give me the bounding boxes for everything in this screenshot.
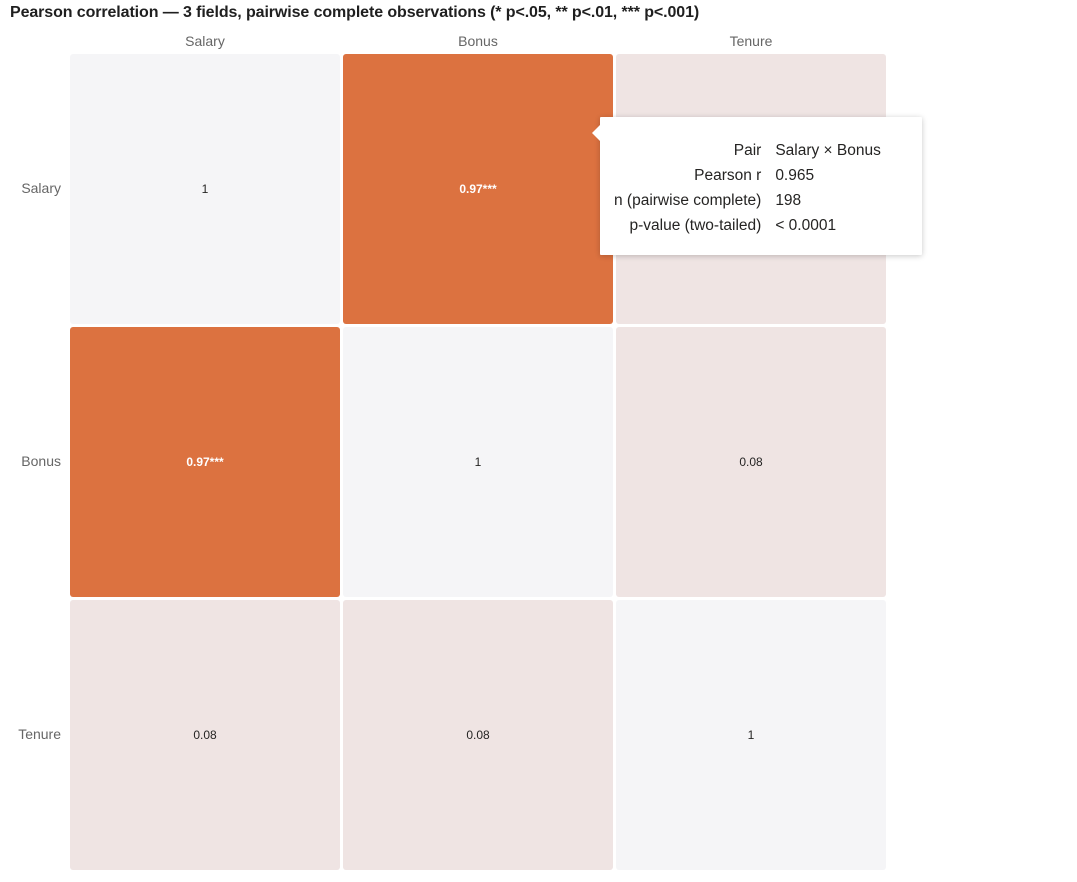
tooltip-value: 198 xyxy=(775,192,802,209)
heatmap-cell-salary-bonus[interactable]: 0.97*** xyxy=(343,54,613,324)
tooltip-value: 0.965 xyxy=(775,167,815,184)
cell-value-label: 0.08 xyxy=(466,728,490,742)
cell-value-label: 0.08 xyxy=(739,455,763,469)
tooltip-row-pair: Pair Salary × Bonus xyxy=(614,138,881,163)
row-label-salary: Salary xyxy=(21,180,61,196)
cell-value-label: 1 xyxy=(201,182,209,196)
tooltip-row-pearson-r: Pearson r 0.965 xyxy=(614,163,881,188)
tooltip-key: n (pairwise complete) xyxy=(614,192,762,209)
heatmap-cell-bonus-tenure[interactable]: 0.08 xyxy=(616,327,886,597)
cell-value-label: 1 xyxy=(747,728,755,742)
heatmap-cell-bonus-bonus[interactable]: 1 xyxy=(343,327,613,597)
tooltip-table: Pair Salary × Bonus Pearson r 0.965 n (p… xyxy=(614,138,881,238)
heatmap-cell-salary-salary[interactable]: 1 xyxy=(70,54,340,324)
row-label-bonus: Bonus xyxy=(21,453,61,469)
tooltip-value: < 0.0001 xyxy=(775,217,837,234)
heatmap-cell-tenure-tenure[interactable]: 1 xyxy=(616,600,886,870)
chart-title: Pearson correlation — 3 fields, pairwise… xyxy=(10,4,700,21)
cell-value-label: 0.97*** xyxy=(459,182,497,196)
heatmap-cell-bonus-salary[interactable]: 0.97*** xyxy=(70,327,340,597)
row-label-tenure: Tenure xyxy=(18,726,61,742)
tooltip-key: p-value (two-tailed) xyxy=(629,217,762,234)
heatmap-cell-tenure-salary[interactable]: 0.08 xyxy=(70,600,340,870)
tooltip-key: Pearson r xyxy=(694,167,762,184)
column-label-tenure: Tenure xyxy=(729,33,773,49)
tooltip-value: Salary × Bonus xyxy=(775,142,881,159)
tooltip-row-n: n (pairwise complete) 198 xyxy=(614,188,881,213)
heatmap-cell-tenure-bonus[interactable]: 0.08 xyxy=(343,600,613,870)
cell-value-label: 0.97*** xyxy=(186,455,224,469)
correlation-tooltip: Pair Salary × Bonus Pearson r 0.965 n (p… xyxy=(592,117,922,255)
cell-value-label: 1 xyxy=(474,455,482,469)
cell-value-label: 0.08 xyxy=(193,728,217,742)
tooltip-row-p-value: p-value (two-tailed) < 0.0001 xyxy=(614,213,881,238)
column-label-salary: Salary xyxy=(185,33,225,49)
tooltip-pointer xyxy=(592,125,600,141)
column-label-bonus: Bonus xyxy=(458,33,498,49)
tooltip-key: Pair xyxy=(733,142,762,159)
